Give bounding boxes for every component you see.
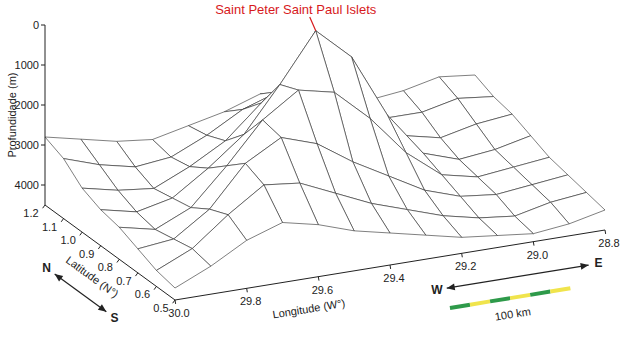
svg-text:1.0: 1.0 bbox=[60, 234, 75, 246]
svg-text:1000: 1000 bbox=[15, 59, 39, 71]
svg-text:0.6: 0.6 bbox=[135, 288, 150, 300]
svg-text:100 km: 100 km bbox=[494, 305, 532, 323]
svg-text:N: N bbox=[42, 261, 51, 275]
svg-text:29.6: 29.6 bbox=[312, 284, 333, 296]
svg-text:0: 0 bbox=[33, 19, 39, 31]
svg-text:30.0: 30.0 bbox=[168, 307, 189, 319]
svg-text:Latitude (N°): Latitude (N°) bbox=[64, 254, 121, 300]
svg-text:0.7: 0.7 bbox=[116, 275, 131, 287]
svg-text:29.4: 29.4 bbox=[383, 272, 404, 284]
svg-text:29.8: 29.8 bbox=[240, 295, 261, 307]
svg-text:4000: 4000 bbox=[15, 179, 39, 191]
svg-text:Profundidade (m): Profundidade (m) bbox=[6, 73, 18, 158]
svg-text:29.0: 29.0 bbox=[527, 249, 548, 261]
svg-text:2000: 2000 bbox=[15, 99, 39, 111]
svg-text:0.9: 0.9 bbox=[79, 248, 94, 260]
svg-text:S: S bbox=[110, 311, 118, 325]
svg-text:0.5: 0.5 bbox=[153, 302, 168, 314]
svg-text:28.8: 28.8 bbox=[598, 237, 619, 249]
svg-text:1.2: 1.2 bbox=[23, 207, 38, 219]
svg-text:E: E bbox=[595, 256, 603, 270]
svg-text:Longitude (W°): Longitude (W°) bbox=[272, 297, 346, 321]
svg-text:3000: 3000 bbox=[15, 139, 39, 151]
svg-text:29.2: 29.2 bbox=[455, 260, 476, 272]
svg-text:0.8: 0.8 bbox=[98, 261, 113, 273]
svg-text:W: W bbox=[431, 283, 443, 297]
svg-text:Saint Peter Saint Paul Islets: Saint Peter Saint Paul Islets bbox=[215, 2, 377, 17]
svg-text:1.1: 1.1 bbox=[42, 221, 57, 233]
